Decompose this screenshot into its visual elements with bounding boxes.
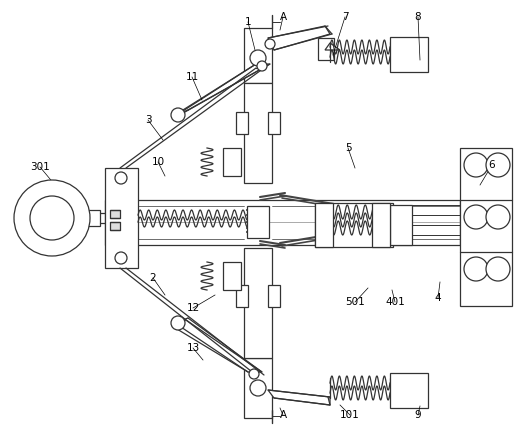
Bar [110,210,120,218]
Bar [318,38,334,60]
Bar [244,83,272,183]
Polygon shape [325,43,340,50]
Circle shape [486,205,510,229]
Circle shape [464,205,488,229]
Polygon shape [172,320,262,372]
Text: 7: 7 [341,12,348,22]
Circle shape [250,50,266,66]
Polygon shape [268,26,330,50]
Polygon shape [268,390,330,405]
Circle shape [257,61,267,71]
Text: 5: 5 [345,143,351,153]
Text: 3: 3 [145,115,151,125]
Bar [460,148,512,306]
Text: 4: 4 [435,293,441,303]
Text: 10: 10 [151,157,165,167]
Bar [247,206,269,238]
Text: A: A [280,410,286,420]
Text: 6: 6 [489,160,495,170]
Text: 301: 301 [30,162,50,172]
Text: 13: 13 [186,343,200,353]
Text: A: A [280,12,286,22]
Bar [244,358,272,418]
Bar [236,285,248,307]
Bar [268,112,280,134]
Text: 8: 8 [415,12,421,22]
Circle shape [14,180,90,256]
Text: 401: 401 [385,297,405,307]
Text: 501: 501 [345,297,365,307]
Bar [390,37,428,72]
Text: 12: 12 [186,303,200,313]
Text: 101: 101 [340,410,360,420]
Circle shape [171,316,185,330]
Circle shape [464,257,488,281]
Bar [390,373,428,408]
Bar [223,148,241,176]
Circle shape [171,108,185,122]
Circle shape [115,252,127,264]
Text: 2: 2 [150,273,157,283]
Circle shape [486,257,510,281]
Bar [105,168,138,268]
Circle shape [30,196,74,240]
Bar [315,203,393,247]
Text: 11: 11 [185,72,199,82]
Bar [110,222,120,230]
Circle shape [464,153,488,177]
Circle shape [265,39,275,49]
Bar [372,203,390,247]
Circle shape [249,369,259,379]
Bar [223,262,241,290]
Circle shape [115,172,127,184]
Bar [236,112,248,134]
Circle shape [250,380,266,396]
Bar [315,203,333,247]
Bar [78,210,100,226]
Bar [268,285,280,307]
Bar [390,205,412,245]
Bar [105,200,460,245]
Circle shape [486,153,510,177]
Polygon shape [172,64,270,118]
Text: 9: 9 [415,410,421,420]
Bar [244,248,272,358]
Bar [244,28,272,83]
Text: 1: 1 [245,17,251,27]
